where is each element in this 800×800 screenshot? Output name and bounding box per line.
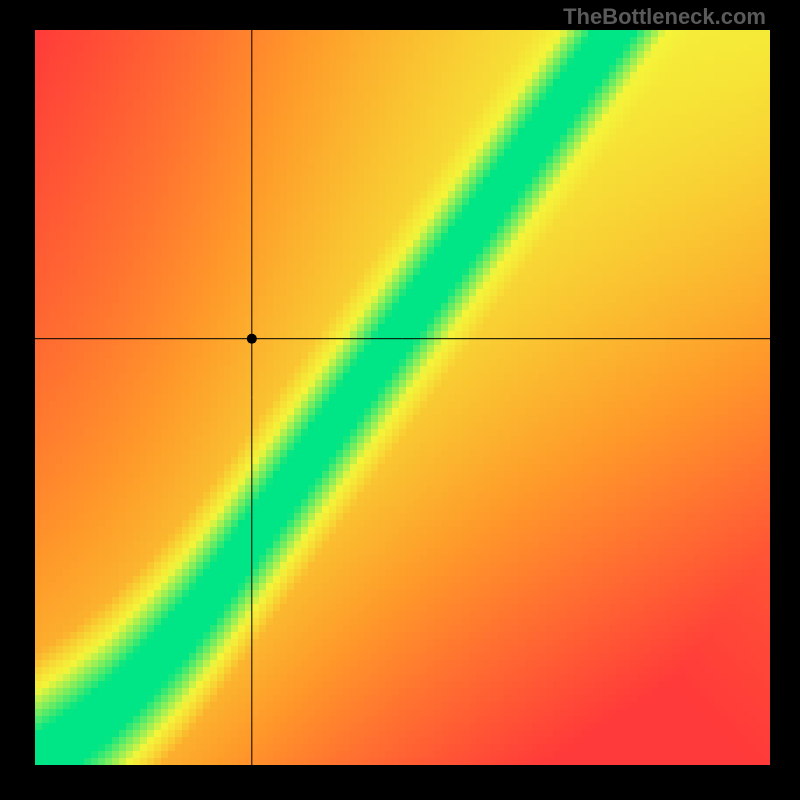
chart-container: TheBottleneck.com — [0, 0, 800, 800]
attribution-label: TheBottleneck.com — [563, 4, 766, 30]
bottleneck-heatmap — [0, 0, 800, 800]
